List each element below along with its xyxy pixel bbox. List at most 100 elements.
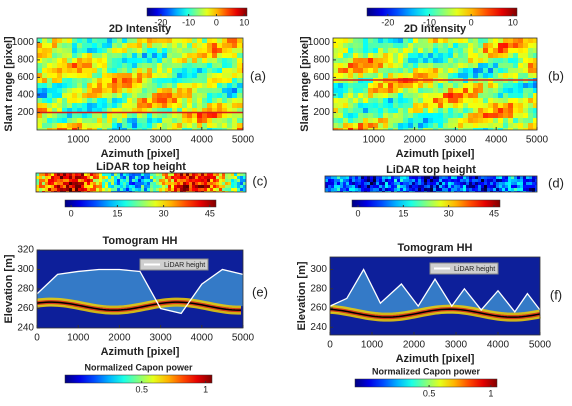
texture-cell xyxy=(493,68,498,73)
texture-cell xyxy=(498,113,503,118)
texture-cell xyxy=(48,188,51,191)
texture-cell xyxy=(413,128,418,130)
texture-cell xyxy=(423,58,428,63)
texture-cell xyxy=(82,63,87,68)
texture-cell xyxy=(172,103,177,108)
texture-cell xyxy=(442,179,445,182)
texture-cell xyxy=(383,63,388,68)
texture-cell xyxy=(132,63,137,68)
texture-cell xyxy=(228,176,231,179)
texture-cell xyxy=(438,48,443,53)
texture-cell xyxy=(378,88,383,93)
texture-cell xyxy=(353,83,358,88)
texture-cell xyxy=(475,182,478,185)
texture-cell xyxy=(373,68,378,73)
texture-cell xyxy=(84,182,87,185)
texture-cell xyxy=(67,128,72,130)
texture-cell xyxy=(468,93,473,98)
texture-cell xyxy=(62,48,67,53)
texture-cell xyxy=(368,73,373,78)
texture-cell xyxy=(42,78,47,83)
texture-cell xyxy=(466,185,469,188)
texture-cell xyxy=(367,188,370,191)
texture-cell xyxy=(338,128,343,130)
canopy-area xyxy=(330,269,540,314)
colorbar-title: Normalized Capon power xyxy=(372,366,481,376)
texture-cell xyxy=(370,179,373,182)
texture-cell xyxy=(382,179,385,182)
texture-cell xyxy=(388,118,393,123)
texture-cell xyxy=(478,48,483,53)
texture-cell xyxy=(66,173,69,176)
texture-cell xyxy=(108,179,111,182)
texture-cell xyxy=(237,53,242,58)
texture-cell xyxy=(192,93,197,98)
texture-cell xyxy=(453,83,458,88)
texture-cell xyxy=(202,123,207,128)
texture-cell xyxy=(503,118,508,123)
colorbar-tick-label: 0.5 xyxy=(135,384,148,394)
texture-cell xyxy=(78,179,81,182)
texture-cell xyxy=(168,188,171,191)
texture-cell xyxy=(237,78,242,83)
texture-cell xyxy=(162,73,167,78)
texture-cell xyxy=(195,182,198,185)
texture-cell xyxy=(242,98,243,103)
texture-cell xyxy=(397,182,400,185)
texture-cell xyxy=(62,73,67,78)
texture-cell xyxy=(443,63,448,68)
texture-cell xyxy=(152,48,157,53)
texture-cell xyxy=(157,43,162,48)
texture-cell xyxy=(81,191,84,192)
texture-cell xyxy=(177,185,180,188)
texture-cell xyxy=(72,58,77,63)
texture-cell xyxy=(81,173,84,176)
texture-cell xyxy=(108,176,111,179)
texture-cell xyxy=(513,88,518,93)
texture-cell xyxy=(52,43,57,48)
texture-cell xyxy=(63,185,66,188)
texture-cell xyxy=(343,123,348,128)
texture-cell xyxy=(141,191,144,192)
texture-cell xyxy=(383,38,388,43)
texture-cell xyxy=(533,113,537,118)
texture-cell xyxy=(107,93,112,98)
texture-cell xyxy=(523,182,526,185)
texture-cell xyxy=(201,191,204,192)
colorbar-tick-label: -20 xyxy=(381,17,394,27)
texture-cell xyxy=(222,185,225,188)
texture-cell xyxy=(427,182,430,185)
texture-cell xyxy=(518,113,523,118)
texture-cell xyxy=(37,43,42,48)
texture-cell xyxy=(403,93,408,98)
texture-cell xyxy=(117,38,122,43)
texture-cell xyxy=(520,176,523,179)
texture-cell xyxy=(463,68,468,73)
texture-cell xyxy=(132,78,137,83)
texture-cell xyxy=(57,68,62,73)
texture-cell xyxy=(42,173,45,176)
texture-cell xyxy=(433,188,436,191)
texture-cell xyxy=(117,83,122,88)
texture-cell xyxy=(463,179,466,182)
texture-cell xyxy=(152,93,157,98)
texture-cell xyxy=(498,53,503,58)
texture-cell xyxy=(212,98,217,103)
texture-cell xyxy=(439,179,442,182)
texture-cell xyxy=(331,185,334,188)
texture-cell xyxy=(361,176,364,179)
texture-cell xyxy=(518,53,523,58)
texture-cell xyxy=(159,173,162,176)
texture-cell xyxy=(373,48,378,53)
texture-cell xyxy=(481,188,484,191)
texture-cell xyxy=(427,188,430,191)
texture-cell xyxy=(413,43,418,48)
texture-cell xyxy=(358,98,363,103)
texture-cell xyxy=(398,38,403,43)
texture-cell xyxy=(87,176,90,179)
texture-cell xyxy=(368,83,373,88)
texture-cell xyxy=(122,108,127,113)
texture-cell xyxy=(232,68,237,73)
texture-cell xyxy=(493,103,498,108)
texture-cell xyxy=(488,88,493,93)
